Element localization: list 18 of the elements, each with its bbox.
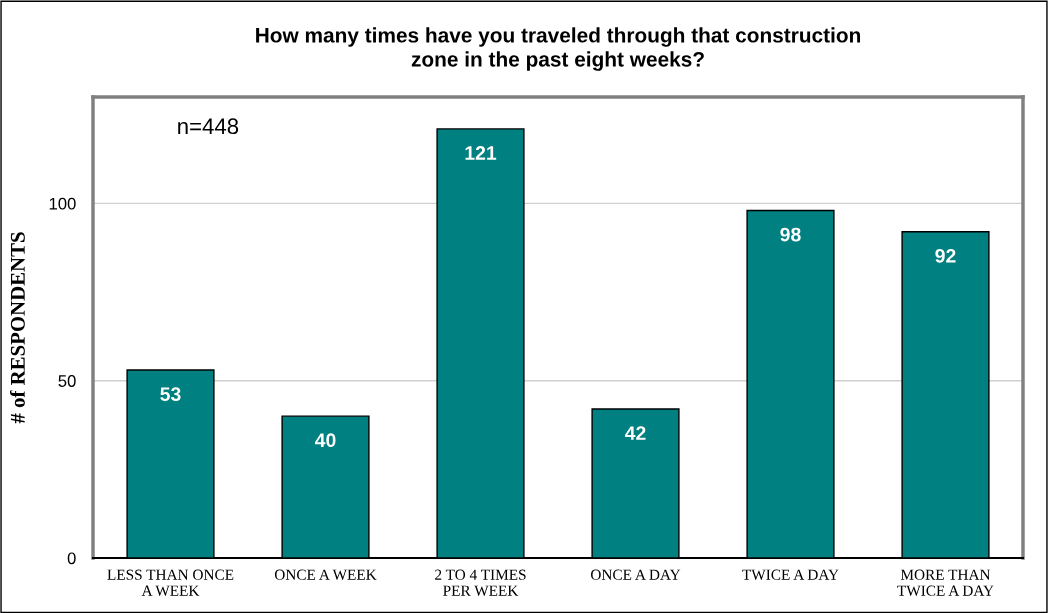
x-tick-label: TWICE A DAY — [742, 569, 839, 580]
annotation: n=448 — [178, 118, 239, 135]
data-label: 98 — [780, 227, 801, 242]
data-label: 40 — [314, 433, 336, 448]
x-tick-label: 2 TO 4 TIMES PER WEEK — [435, 569, 526, 596]
x-tick-label: MORE THAN TWICE A DAY — [897, 569, 994, 596]
x-tick-label: LESS THAN ONCE A WEEK — [107, 569, 234, 596]
data-label: 92 — [935, 248, 956, 263]
y-tick-label: 0 — [67, 552, 76, 565]
x-tick-label: ONCE A WEEK — [274, 569, 377, 580]
chart-title: How many times have you traveled through that construction zone in the past eight weeks? — [256, 27, 861, 71]
data-label: 53 — [160, 387, 181, 402]
y-tick-label: 100 — [49, 197, 76, 210]
y-axis-title: # of RESPONDENTS — [9, 232, 25, 424]
data-label: 121 — [465, 146, 497, 160]
y-tick-label: 50 — [58, 375, 76, 387]
x-tick-label: ONCE A DAY — [590, 569, 681, 580]
data-label: 42 — [624, 426, 646, 440]
